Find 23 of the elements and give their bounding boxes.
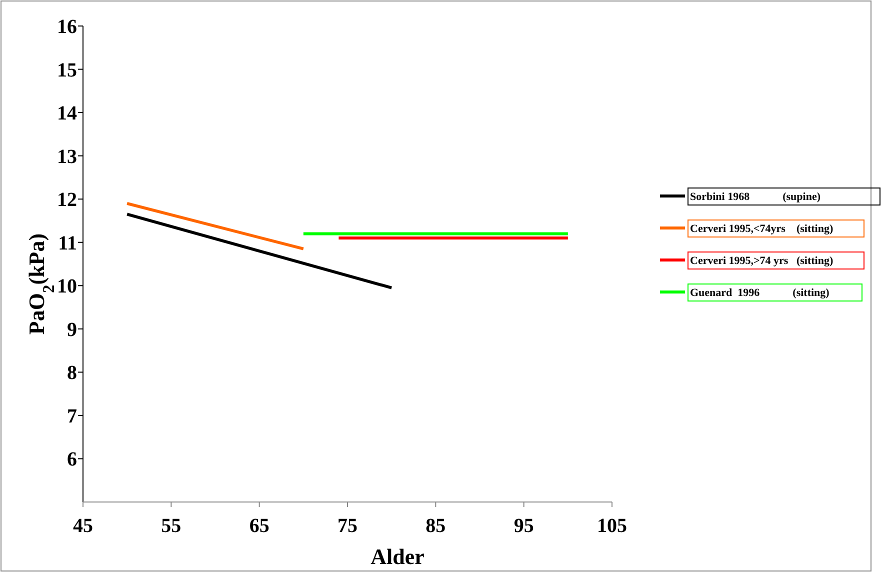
legend-label: Cerveri 1995,>74 yrs (sitting) (690, 254, 834, 267)
y-tick-label: 13 (57, 146, 77, 168)
legend-label: Cerveri 1995,<74yrs (sitting) (690, 222, 834, 235)
y-tick-label: 7 (67, 405, 77, 428)
y-tick-label: 14 (57, 102, 77, 125)
x-tick-label: 45 (73, 515, 93, 537)
x-tick-label: 85 (426, 515, 446, 537)
x-axis-title: Alder (370, 544, 425, 569)
x-tick-label: 75 (338, 515, 358, 537)
y-tick-label: 6 (67, 448, 77, 471)
y-tick-label: 11 (58, 232, 77, 254)
x-tick-label: 95 (514, 515, 534, 537)
x-tick-label: 65 (249, 515, 270, 537)
legend-label: Sorbini 1968 (supine) (690, 190, 821, 203)
x-tick-label: 105 (597, 515, 627, 537)
y-tick-label: 10 (57, 276, 77, 298)
x-tick-label: 55 (161, 515, 182, 537)
y-tick-label: 12 (57, 189, 77, 212)
y-tick-label: 16 (57, 16, 77, 38)
y-tick-label: 15 (57, 59, 77, 82)
y-tick-label: 8 (67, 362, 77, 384)
y-tick-label: 9 (67, 318, 77, 341)
legend-label: Guenard 1996 (sitting) (690, 286, 830, 299)
